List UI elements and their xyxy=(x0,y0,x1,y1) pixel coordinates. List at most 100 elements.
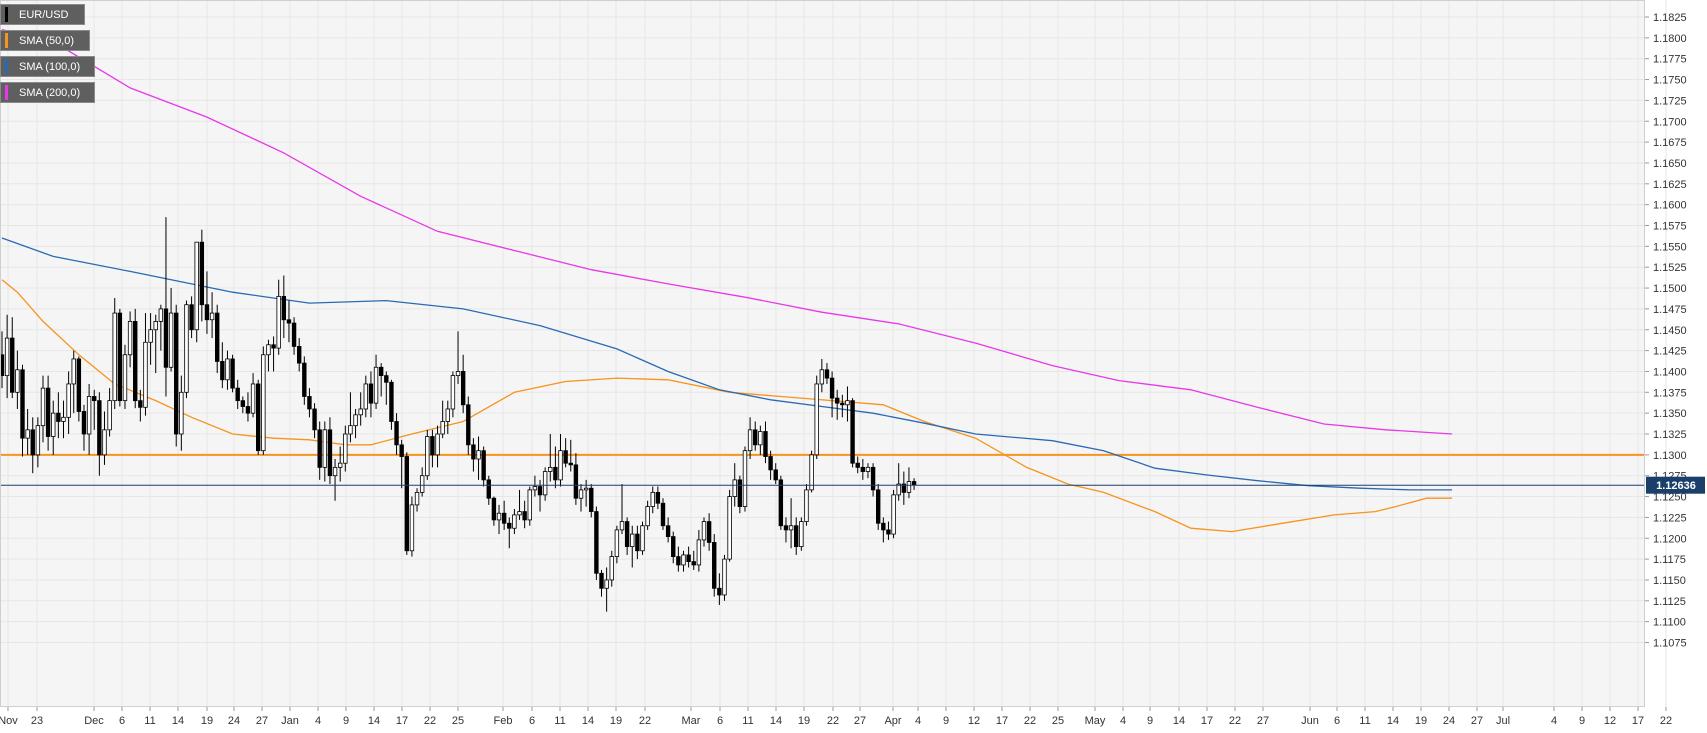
candle-body xyxy=(573,464,579,499)
candle-body xyxy=(855,462,860,468)
candle xyxy=(747,417,753,460)
candle xyxy=(481,446,486,487)
candle xyxy=(496,504,502,535)
candle-body xyxy=(640,525,645,552)
candle-body xyxy=(271,344,276,349)
x-tick-label: 24 xyxy=(1443,715,1455,727)
candle xyxy=(778,475,784,530)
candle-body xyxy=(450,375,456,410)
candle xyxy=(809,450,814,493)
candle xyxy=(168,288,174,372)
candle xyxy=(450,371,456,418)
candle-body xyxy=(778,479,784,527)
candle-body xyxy=(676,556,681,566)
candle xyxy=(363,375,369,418)
candle xyxy=(783,517,789,543)
x-tick-label: 4 xyxy=(1551,715,1557,727)
horizontal-grid xyxy=(0,16,1645,643)
candle xyxy=(235,379,240,409)
candle-body xyxy=(896,483,901,496)
candle-body xyxy=(25,429,30,439)
candle-body xyxy=(532,486,538,491)
candle xyxy=(891,489,896,539)
candle-body xyxy=(701,521,707,541)
candle xyxy=(691,550,696,570)
candle-body xyxy=(829,377,835,399)
candle-body xyxy=(363,383,369,410)
candle-body xyxy=(578,489,584,499)
candle xyxy=(507,517,512,549)
candle xyxy=(317,421,322,480)
candle xyxy=(517,489,522,520)
candle xyxy=(558,434,563,487)
x-tick-label: 14 xyxy=(1387,715,1399,727)
candle-body xyxy=(824,369,830,379)
legend-item-eurusd[interactable]: EUR/USD xyxy=(0,4,85,25)
candle-body xyxy=(56,412,61,422)
candle xyxy=(850,398,855,468)
candle-body xyxy=(783,525,789,531)
y-tick-label: 1.1700 xyxy=(1653,116,1687,128)
candle xyxy=(676,546,681,572)
candle-body xyxy=(635,533,640,552)
x-tick-label: 22 xyxy=(1229,715,1241,727)
y-tick-label: 1.1425 xyxy=(1653,346,1687,358)
x-tick-label: Apr xyxy=(884,715,901,727)
y-tick-label: 1.1475 xyxy=(1653,304,1687,316)
y-tick-label: 1.1200 xyxy=(1653,533,1687,545)
candle-body xyxy=(209,312,215,321)
candle xyxy=(138,389,143,422)
candle-body xyxy=(97,400,102,456)
candle-body xyxy=(399,444,404,457)
candle xyxy=(230,354,235,393)
candle xyxy=(302,356,307,405)
y-tick-label: 1.1775 xyxy=(1653,54,1687,66)
legend-item-sma100[interactable]: SMA (100,0) xyxy=(0,56,95,77)
candle xyxy=(337,446,343,482)
x-tick-label: 4 xyxy=(1120,715,1126,727)
current-price-label: 1.12636 xyxy=(1656,480,1696,492)
candle-body xyxy=(481,450,486,481)
candle xyxy=(799,517,804,551)
candle-body xyxy=(835,397,840,404)
candle xyxy=(660,498,666,530)
candle-body xyxy=(471,444,476,460)
y-tick-label: 1.1125 xyxy=(1653,596,1686,608)
candle-body xyxy=(753,429,758,446)
price-candles xyxy=(0,217,917,612)
candle xyxy=(368,371,374,418)
candle xyxy=(209,292,215,339)
candle-body xyxy=(220,361,225,381)
candle xyxy=(712,534,717,597)
candle xyxy=(706,513,712,551)
candle xyxy=(609,550,614,587)
candle xyxy=(906,467,912,499)
candle xyxy=(215,304,220,374)
candle xyxy=(681,550,686,572)
candle xyxy=(614,525,620,564)
candle-body xyxy=(430,436,435,456)
candle-body xyxy=(92,396,97,402)
x-tick-label: 14 xyxy=(770,715,782,727)
legend-item-sma200[interactable]: SMA (200,0) xyxy=(0,82,95,103)
candle xyxy=(717,573,722,605)
vertical-grid xyxy=(7,0,1667,707)
candle xyxy=(568,439,573,472)
candle-body xyxy=(414,491,420,506)
candle-body xyxy=(184,304,189,393)
candle xyxy=(112,298,117,409)
candle-body xyxy=(148,329,153,343)
candle-body xyxy=(845,400,850,406)
candle xyxy=(358,392,363,426)
candle-body xyxy=(250,383,256,414)
sma-line-0 xyxy=(1,279,1453,533)
candle-body xyxy=(174,312,179,435)
candle-body xyxy=(906,481,912,493)
candle xyxy=(20,364,25,457)
candle xyxy=(40,375,46,443)
candle xyxy=(548,434,553,482)
candle xyxy=(61,400,66,439)
candle-body xyxy=(204,304,210,321)
legend-item-sma50[interactable]: SMA (50,0) xyxy=(0,30,90,51)
candle-body xyxy=(225,358,230,381)
